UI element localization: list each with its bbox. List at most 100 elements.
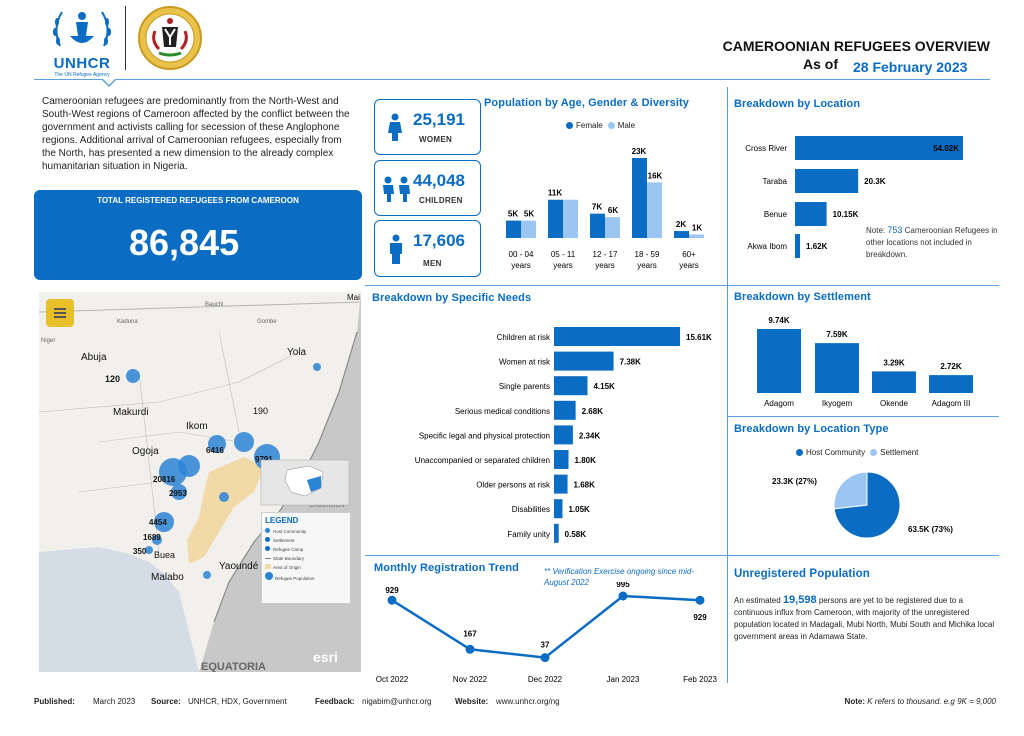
location-note: Note: 753 Cameroonian Refugees in other …	[866, 224, 998, 261]
location-category-3: Akwa Ibom	[747, 242, 787, 251]
age-bar-female-1	[548, 199, 563, 238]
unregistered-prefix: An estimated	[734, 596, 781, 605]
location-type-legend: Host Community Settlement	[796, 448, 918, 457]
children-label: CHILDREN	[419, 196, 463, 205]
refugee-map[interactable]: Abuja Yola Makurdi Ikom Ogoja Yaoundé Ma…	[39, 292, 361, 672]
map-bubble-mid[interactable]	[219, 492, 229, 502]
unhcr-logo-text: UNHCR	[53, 55, 111, 72]
total-refugees-value: 86,845	[129, 222, 240, 263]
map-bubble-east[interactable]	[234, 432, 254, 452]
needs-bar-8	[554, 523, 559, 543]
age-label-female-1: 11K	[548, 189, 562, 198]
pie-slice-settlement	[833, 471, 868, 510]
map-value-20816: 20816	[153, 475, 176, 484]
map-bubble-2953[interactable]	[171, 484, 187, 500]
map-legend: LEGEND Host Community Settlement Refugee…	[261, 512, 351, 604]
needs-category-6: Older persons at risk	[476, 481, 551, 490]
unhcr-emblem-icon	[53, 11, 111, 47]
map-menu-button[interactable]	[46, 299, 74, 327]
settlement-bar-3	[929, 375, 973, 393]
footer-feedback-email[interactable]: nigabim@unhcr.org	[362, 697, 432, 706]
trend-tick-3: Jan 2023	[607, 675, 640, 684]
legend-male-swatch	[607, 122, 615, 129]
map-label-niger: Niger	[41, 338, 55, 344]
settlement-value-2: 3.29K	[883, 358, 905, 367]
map-value-1689: 1689	[143, 533, 161, 542]
map-bubble-yola[interactable]	[313, 363, 321, 371]
needs-category-8: Family unity	[507, 530, 550, 539]
age-tick-years-1: years	[553, 261, 573, 270]
settlement-value-0: 9.74K	[768, 316, 790, 325]
map-bubble-6416[interactable]	[208, 435, 226, 453]
map-label-equatoria: EQUATORIA	[201, 661, 266, 672]
needs-value-4: 2.34K	[579, 431, 601, 440]
women-stat-box: 25,191 WOMEN	[374, 99, 481, 155]
map-bubble-cluster[interactable]	[178, 455, 200, 477]
age-label-male-2: 6K	[608, 206, 618, 215]
legend-item-camp: Refugee Camp	[265, 545, 347, 554]
unregistered-number: 19,598	[782, 594, 817, 606]
intro-text: Cameroonian refugees are predominantly f…	[42, 96, 350, 172]
age-chart-legend: Female Male	[566, 121, 635, 130]
footer-website-link[interactable]: www.unhcr.org/ng	[496, 697, 560, 706]
map-label-cameroon: CAMEROON	[309, 503, 344, 509]
divider-mid-2	[365, 555, 727, 556]
location-note-prefix: Note:	[866, 226, 886, 235]
trend-point-3	[618, 591, 628, 601]
needs-category-7: Disabilities	[512, 505, 550, 514]
specific-needs-chart: Children at risk 15.61K Women at risk 7.38K…	[415, 327, 712, 543]
divider-mid-1	[365, 285, 727, 286]
map-value-9791: 9791	[255, 455, 273, 464]
trend-tick-4: Feb 2023	[683, 675, 717, 684]
needs-value-0: 15.61K	[686, 333, 712, 342]
trend-tick-0: Oct 2022	[376, 675, 409, 684]
needs-category-3: Serious medical conditions	[455, 407, 550, 416]
column-divider-right	[727, 87, 728, 683]
map-bubble-1689[interactable]	[152, 535, 162, 545]
map-bubble-sw[interactable]	[203, 571, 211, 579]
map-label-maiduguri: Mai	[347, 293, 360, 302]
legend-host-swatch	[796, 449, 803, 456]
needs-bar-6	[554, 474, 568, 494]
women-label: WOMEN	[419, 135, 453, 144]
settlement-category-1: Ikyogem	[822, 399, 853, 408]
needs-bar-1	[554, 351, 614, 371]
map-label-makurdi: Makurdi	[113, 407, 149, 418]
age-tick-4: 60+	[682, 250, 696, 259]
age-tick-years-3: years	[637, 261, 657, 270]
needs-value-2: 4.15K	[593, 382, 615, 391]
legend-female-label: Female	[576, 121, 603, 130]
age-label-male-3: 16K	[648, 171, 663, 180]
unregistered-title: Unregistered Population	[734, 568, 870, 580]
map-bubble-120[interactable]	[126, 369, 140, 383]
needs-bar-2	[554, 376, 588, 396]
map-value-350: 350	[133, 547, 147, 556]
age-label-female-3: 23K	[632, 147, 647, 156]
woman-icon	[388, 113, 402, 141]
settlement-category-3: Adagom III	[932, 399, 971, 408]
unregistered-text: An estimated 19,598 persons are yet to b…	[734, 594, 996, 643]
footer-website-label: Website:	[455, 697, 489, 706]
age-bar-female-4	[674, 231, 689, 238]
trend-point-1	[465, 644, 475, 654]
unhcr-logo: UNHCR The UN Refugee Agency	[46, 6, 118, 78]
map-value-190: 190	[253, 406, 268, 416]
monthly-trend-chart: 929 Oct 2022 167 Nov 2022 37 Dec 2022 995 Jan 2…	[376, 582, 718, 684]
age-gender-chart: 5K 5K 00 - 04 years 11K 05 - 11 years 7K 6K 12 - …	[506, 147, 704, 270]
settlement-bar-0	[757, 329, 801, 393]
trend-value-0: 929	[385, 586, 399, 595]
map-bubble-4454[interactable]	[154, 512, 174, 532]
needs-value-3: 2.68K	[582, 407, 604, 416]
age-tick-1: 05 - 11	[551, 250, 576, 259]
settlement-bar-2	[872, 371, 916, 393]
needs-value-5: 1.80K	[575, 456, 597, 465]
total-refugees-box: TOTAL REGISTERED REFUGEES FROM CAMEROON …	[34, 190, 362, 280]
children-count: 44,048	[413, 171, 465, 190]
map-bubble-350[interactable]	[145, 546, 153, 554]
needs-bar-0	[554, 327, 680, 346]
divider-right-2	[727, 416, 999, 417]
footer-source: UNHCR, HDX, Government	[188, 697, 287, 706]
location-bar-3	[795, 234, 801, 258]
trend-tick-2: Dec 2022	[528, 675, 563, 684]
location-value-1: 20.3K	[864, 177, 886, 186]
